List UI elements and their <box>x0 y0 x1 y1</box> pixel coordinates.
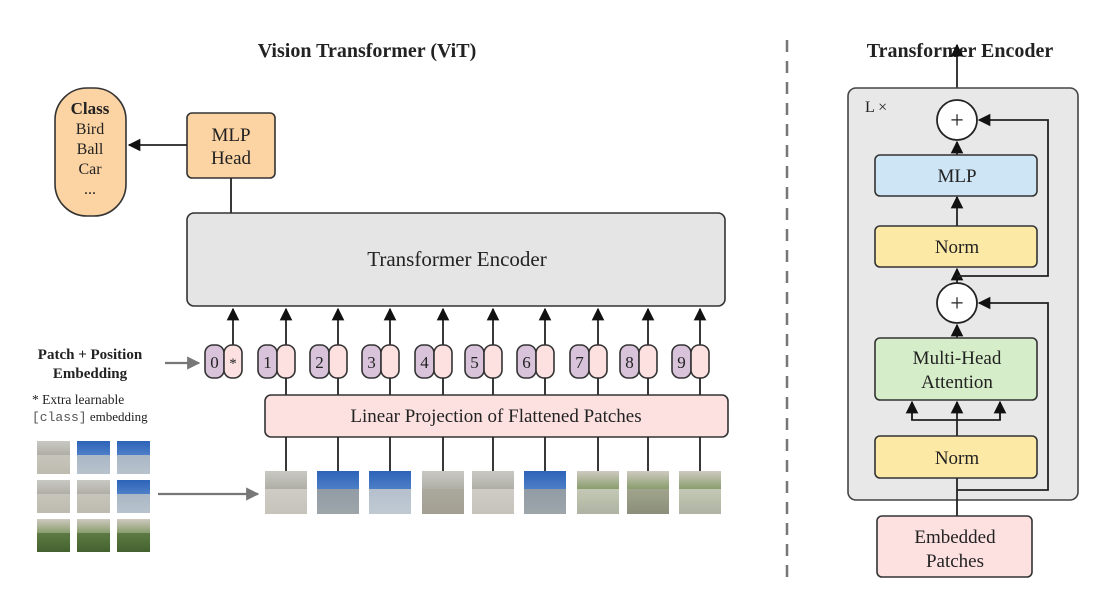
embedding-token: 4 <box>414 307 453 395</box>
embedding-token: 9 <box>671 307 710 395</box>
patch-embedding <box>223 344 243 379</box>
svg-text:+: + <box>950 291 964 317</box>
grid-patch <box>117 480 150 513</box>
linear-projection-label: Linear Projection of Flattened Patches <box>350 406 641 427</box>
add-node: + <box>936 99 978 141</box>
residual-connection <box>957 113 1049 277</box>
svg-text:MLP: MLP <box>937 166 976 187</box>
multi-head-attention-box: Multi-Head Attention <box>874 337 1038 401</box>
image-patch-grid <box>37 441 150 552</box>
embedding-token: 2 <box>309 307 348 395</box>
image-patch <box>679 471 721 514</box>
image-patch <box>317 471 359 514</box>
grid-patch <box>117 519 150 552</box>
svg-text:Patches: Patches <box>926 551 984 572</box>
embedding-label: Patch + Position <box>38 347 143 363</box>
class-item: Ball <box>77 141 104 158</box>
patch-embedding <box>328 344 348 379</box>
class-heading: Class <box>71 99 110 118</box>
token-row: 0 * 1 2 3 4 5 6 7 8 9 <box>204 307 710 395</box>
patch-embedding <box>690 344 710 379</box>
embedded-patches-box: Embedded Patches <box>876 515 1033 578</box>
class-output-box: Class Bird Ball Car ... <box>54 87 127 217</box>
position-number: 1 <box>263 353 272 372</box>
embedding-token: 5 <box>464 307 503 395</box>
image-patch <box>369 471 411 514</box>
mlp-head-label: Head <box>211 148 252 169</box>
svg-text:+: + <box>950 108 964 134</box>
position-number: 2 <box>315 353 324 372</box>
grid-patch <box>37 480 70 513</box>
norm-box: Norm <box>874 225 1038 268</box>
embedding-token: 0 * <box>204 307 243 379</box>
patch-row <box>265 437 721 514</box>
image-patch <box>524 471 566 514</box>
embedding-token: 8 <box>619 307 658 395</box>
image-patch <box>422 471 464 514</box>
embedding-token: 1 <box>257 307 296 395</box>
mlp-head-label: MLP <box>211 125 250 146</box>
position-number: 8 <box>625 353 634 372</box>
svg-text:Attention: Attention <box>921 372 993 393</box>
position-number: 9 <box>677 353 686 372</box>
grid-patch <box>77 480 110 513</box>
grid-patch <box>77 441 110 474</box>
class-embedding-note: [class] embedding <box>32 409 148 425</box>
patch-embedding <box>638 344 658 379</box>
svg-text:Norm: Norm <box>935 237 980 258</box>
patch-embedding <box>483 344 503 379</box>
class-item: Car <box>78 161 102 178</box>
grid-patch <box>117 441 150 474</box>
add-node: + <box>936 282 978 324</box>
position-number: 5 <box>470 353 479 372</box>
image-patch <box>577 471 619 514</box>
grid-patch <box>77 519 110 552</box>
embedding-token: 7 <box>569 307 608 395</box>
image-patch <box>265 471 307 514</box>
patch-embedding <box>433 344 453 379</box>
grid-patch <box>37 519 70 552</box>
svg-text:Norm: Norm <box>935 448 980 469</box>
patch-embedding <box>276 344 296 379</box>
position-number: 3 <box>367 353 376 372</box>
position-number: 0 <box>210 353 219 372</box>
repeat-label: L × <box>865 99 887 116</box>
class-item: ... <box>84 181 96 198</box>
patch-embedding <box>380 344 400 379</box>
embedding-label: Embedding <box>53 366 128 382</box>
position-number: 7 <box>575 353 584 372</box>
linear-projection-box: Linear Projection of Flattened Patches <box>264 394 729 438</box>
position-number: 6 <box>522 353 531 372</box>
mlp-box: MLP <box>874 154 1038 197</box>
embedding-token: 6 <box>516 307 555 395</box>
svg-text:Multi-Head: Multi-Head <box>913 348 1002 369</box>
patch-embedding <box>588 344 608 379</box>
extra-learnable-note: * Extra learnable <box>32 392 124 407</box>
mlp-head-box: MLP Head <box>186 112 276 179</box>
residual-connection <box>957 296 1049 491</box>
image-patch <box>627 471 669 514</box>
position-number: 4 <box>420 353 429 372</box>
transformer-encoder-box: Transformer Encoder <box>186 212 726 307</box>
embedding-token: 3 <box>361 307 400 395</box>
norm-box: Norm <box>874 435 1038 479</box>
svg-text:Embedded: Embedded <box>914 527 996 548</box>
grid-patch <box>37 441 70 474</box>
class-item: Bird <box>76 121 104 138</box>
encoder-detail-title: Transformer Encoder <box>867 40 1054 62</box>
transformer-encoder-label: Transformer Encoder <box>367 247 546 271</box>
patch-embedding <box>535 344 555 379</box>
patch-symbol: * <box>229 356 237 372</box>
vit-title: Vision Transformer (ViT) <box>258 40 477 62</box>
image-patch <box>472 471 514 514</box>
